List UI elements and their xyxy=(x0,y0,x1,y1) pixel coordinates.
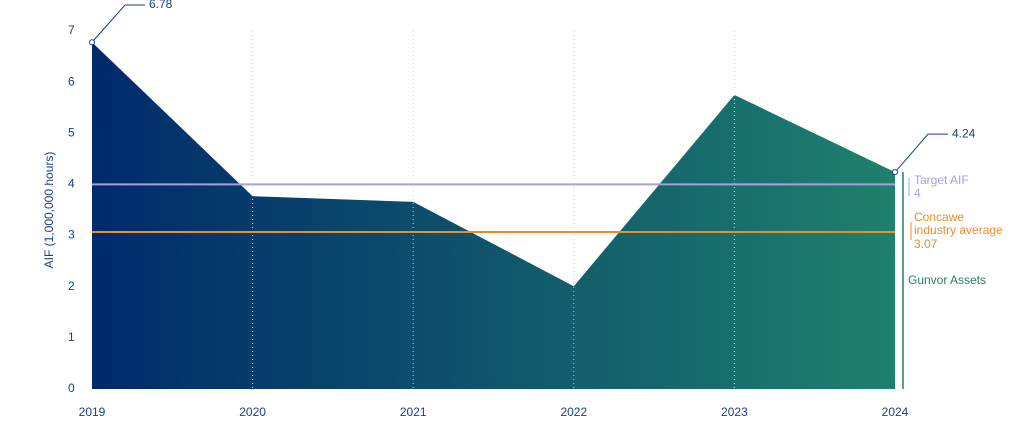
legend-label: Target AIF xyxy=(914,173,969,187)
y-tick-label: 1 xyxy=(68,330,75,344)
point xyxy=(89,39,95,46)
x-tick-label: 2022 xyxy=(560,405,587,419)
value-label: 4.24 xyxy=(952,126,976,140)
value-label: 6.78 xyxy=(149,0,173,11)
legend-value: 4 xyxy=(914,186,921,200)
callout xyxy=(91,4,145,43)
x-tick-label: 2020 xyxy=(239,405,266,419)
y-tick-label: 4 xyxy=(68,177,75,191)
y-axis-label: AIF (1,000,000 hours) xyxy=(42,152,56,269)
y-tick-label: 3 xyxy=(68,228,75,242)
legend-value: 3.07 xyxy=(914,237,938,251)
x-tick-label: 2023 xyxy=(721,405,748,419)
x-tick-label: 2019 xyxy=(79,405,106,419)
y-tick-label: 6 xyxy=(68,74,75,88)
callout xyxy=(894,133,948,173)
y-tick-label: 2 xyxy=(68,279,75,293)
legend-label: Concawe industry average xyxy=(914,210,1003,237)
y-tick-label: 0 xyxy=(68,381,75,395)
x-tick-label: 2024 xyxy=(882,405,909,419)
legend-label: Gunvor Assets xyxy=(908,273,987,287)
area xyxy=(92,42,895,389)
y-tick-label: 5 xyxy=(68,125,75,139)
point xyxy=(892,169,898,176)
y-tick-label: 7 xyxy=(68,23,75,37)
x-tick-label: 2021 xyxy=(400,405,427,419)
